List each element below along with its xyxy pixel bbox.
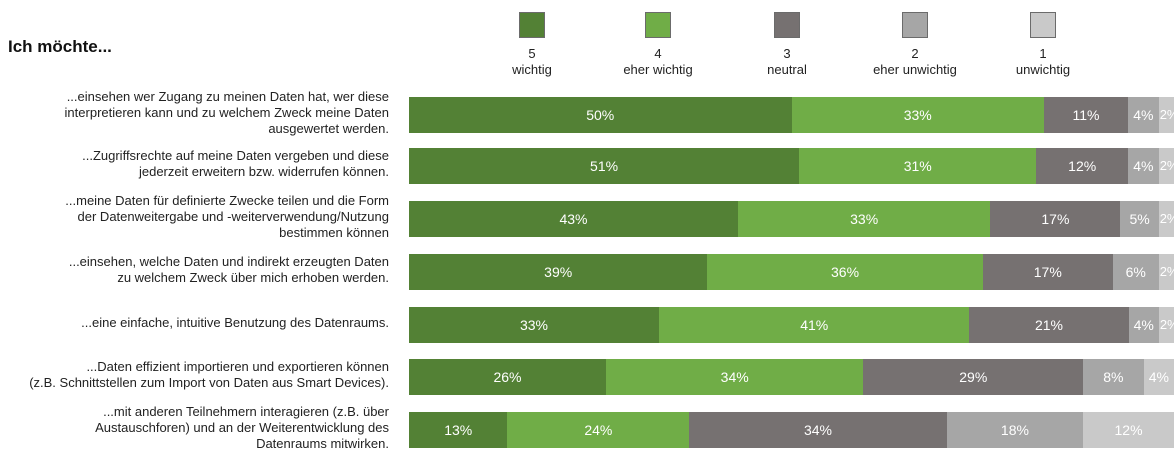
row-label-line: ausgewertet werden. <box>268 121 389 136</box>
bar-segment: 2% <box>1158 254 1174 290</box>
bar-segment: 34% <box>605 359 864 395</box>
bar-row: 13% 24% 34% 18% 12% <box>409 412 1174 448</box>
row-label-line: Datenraums mitwirken. <box>256 436 389 451</box>
bar-row: 39%36%17%6%2% <box>409 254 1174 290</box>
bar-segment: 4% <box>1143 359 1174 395</box>
legend-swatch <box>519 12 545 38</box>
row-label-line: ...Zugriffsrechte auf meine Daten vergeb… <box>82 148 389 163</box>
legend-item: 3 neutral <box>727 12 847 78</box>
bar-segment: 4% <box>1128 97 1159 133</box>
row-label: ...einsehen, welche Daten und indirekt e… <box>0 254 389 286</box>
legend-item: 4 eher wichtig <box>598 12 718 78</box>
bar-segment: 5% <box>1120 201 1159 237</box>
bar-segment: 41% <box>658 307 970 343</box>
bar-segment: 4% <box>1128 307 1159 343</box>
bar-segment: 17% <box>982 254 1113 290</box>
row-label-line: jederzeit erweitern bzw. widerrufen könn… <box>138 164 389 179</box>
row-label: ...Daten effizient importieren und expor… <box>0 359 389 391</box>
bar-segment: 8% <box>1083 359 1144 395</box>
bar-segment: 2% <box>1158 201 1174 237</box>
row-label-line: ...eine einfache, intuitive Benutzung de… <box>81 315 389 330</box>
legend-label: wichtig <box>512 62 552 77</box>
row-label: ...einsehen wer Zugang zu meinen Daten h… <box>0 89 389 137</box>
legend-number: 4 <box>654 46 662 61</box>
legend-number: 5 <box>528 46 536 61</box>
bar-row: 51%31%12%4%2% <box>409 148 1174 184</box>
bar-segment: 4% <box>1128 148 1159 184</box>
row-label-line: zu welchem Zweck über mich erhoben werde… <box>117 270 389 285</box>
legend-swatch <box>902 12 928 38</box>
bar-segment: 33% <box>791 97 1044 133</box>
row-label: ...meine Daten für definierte Zwecke tei… <box>0 193 389 241</box>
legend-label: neutral <box>767 62 807 77</box>
bar-segment: 11% <box>1043 97 1129 133</box>
bar-segment: 12% <box>1036 148 1129 184</box>
bar-segment: 33% <box>409 307 659 343</box>
bar-segment: 21% <box>969 307 1129 343</box>
legend-number: 1 <box>1039 46 1047 61</box>
legend-item: 5 wichtig <box>472 12 592 78</box>
row-label: ...mit anderen Teilnehmern interagieren … <box>0 404 389 452</box>
bar-segment: 6% <box>1112 254 1159 290</box>
bar-row: 43%33%17%5%2% <box>409 201 1174 237</box>
row-label-line: ...einsehen, welche Daten und indirekt e… <box>68 254 389 269</box>
legend-number: 2 <box>911 46 919 61</box>
bar-segment: 2% <box>1158 307 1174 343</box>
row-label-line: bestimmen können <box>279 225 389 240</box>
bar-row: 26% 34% 29% 8% 4% <box>409 359 1174 395</box>
row-label-line: interpretieren kann und zu welchem Zweck… <box>64 105 389 120</box>
legend-label: eher wichtig <box>623 62 693 77</box>
bar-segment: 51% <box>409 148 800 184</box>
row-label-line: Austauschforen) und an der Weiterentwick… <box>95 420 389 435</box>
bar-row: 33%41%21%4%2% <box>409 307 1174 343</box>
row-label-line: der Datenweitergabe und -weiterverwendun… <box>77 209 389 224</box>
bar-segment: 26% <box>409 359 606 395</box>
bar-segment: 18% <box>946 412 1084 448</box>
bar-segment: 33% <box>737 201 991 237</box>
bar-segment: 2% <box>1158 97 1174 133</box>
chart-heading: Ich möchte... <box>8 37 112 56</box>
legend-swatch <box>774 12 800 38</box>
legend-swatch <box>1030 12 1056 38</box>
bar-segment: 39% <box>409 254 708 290</box>
legend-item: 2 eher unwichtig <box>855 12 975 78</box>
legend-label: eher unwichtig <box>873 62 957 77</box>
bar-segment: 13% <box>409 412 508 448</box>
bar-segment: 29% <box>863 359 1084 395</box>
bar-segment: 34% <box>689 412 947 448</box>
row-label-line: (z.B. Schnittstellen zum Import von Date… <box>29 375 389 390</box>
row-label-line: ...Daten effizient importieren und expor… <box>86 359 389 374</box>
row-label: ...eine einfache, intuitive Benutzung de… <box>0 315 389 331</box>
row-label: ...Zugriffsrechte auf meine Daten vergeb… <box>0 148 389 180</box>
bar-segment: 17% <box>990 201 1121 237</box>
bar-row: 50%33%11%4%2% <box>409 97 1174 133</box>
bar-segment: 43% <box>409 201 738 237</box>
row-label-line: ...einsehen wer Zugang zu meinen Daten h… <box>66 89 389 104</box>
row-label-line: ...mit anderen Teilnehmern interagieren … <box>103 404 389 419</box>
legend-item: 1 unwichtig <box>983 12 1103 78</box>
legend-number: 3 <box>783 46 791 61</box>
bar-segment: 24% <box>507 412 690 448</box>
bar-segment: 50% <box>409 97 792 133</box>
bar-segment: 2% <box>1158 148 1174 184</box>
bar-segment: 12% <box>1083 412 1174 448</box>
bar-segment: 36% <box>707 254 983 290</box>
bar-segment: 31% <box>799 148 1037 184</box>
legend-swatch <box>645 12 671 38</box>
legend-label: unwichtig <box>1015 62 1071 77</box>
row-label-line: ...meine Daten für definierte Zwecke tei… <box>65 193 389 208</box>
